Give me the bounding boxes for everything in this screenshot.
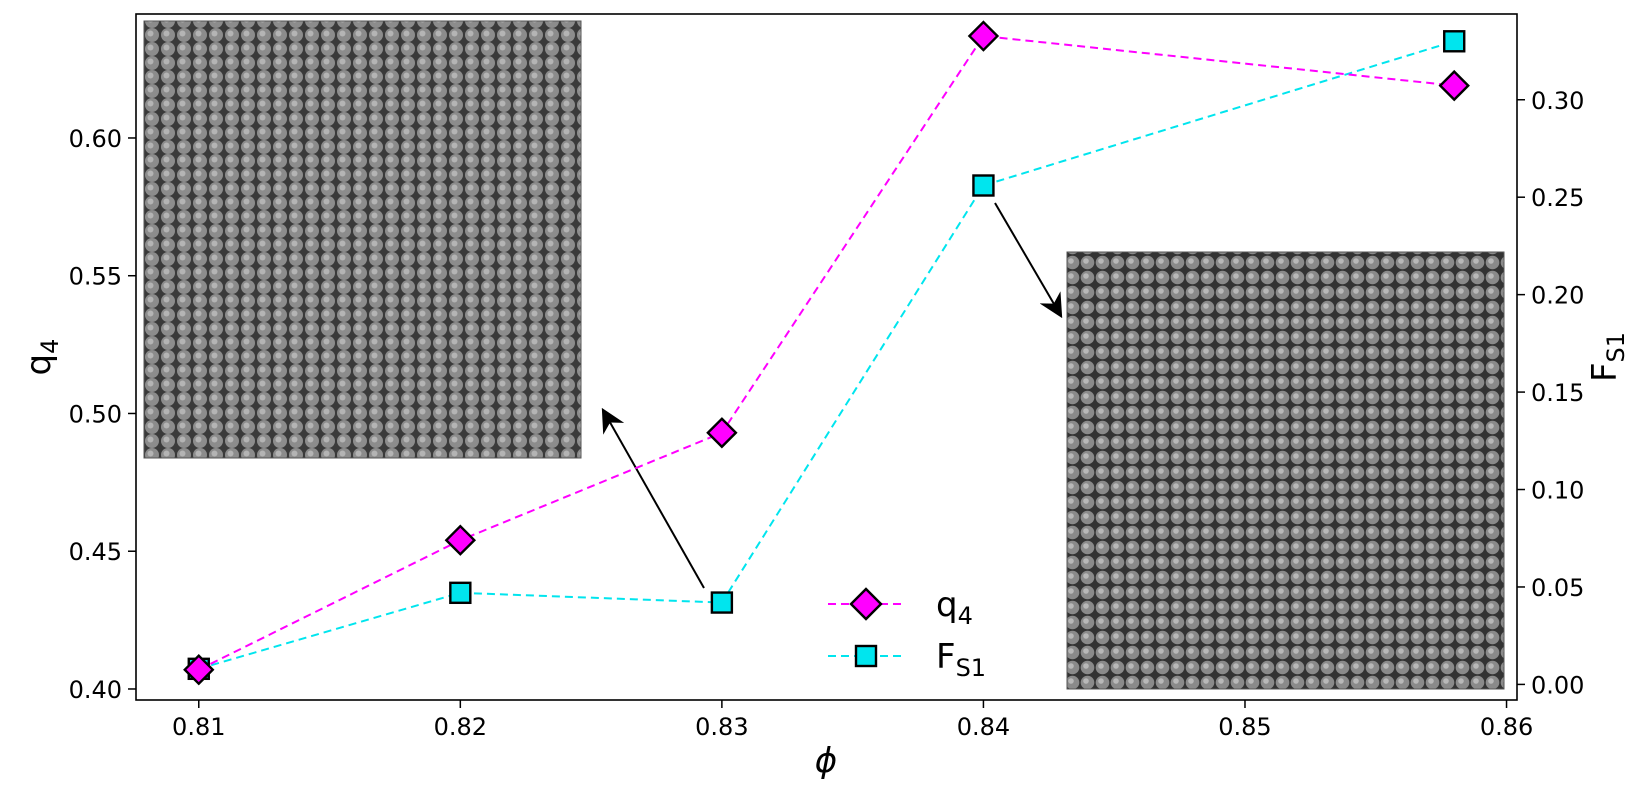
- left-y-tick-label: 0.55: [69, 263, 122, 291]
- x-tick-label: 0.86: [1480, 713, 1533, 741]
- legend-entry-q4: q4: [828, 585, 973, 630]
- data-point-square: [1443, 30, 1466, 53]
- right-y-tick-label: 0.00: [1531, 671, 1584, 699]
- data-point-square: [972, 174, 995, 197]
- right-y-tick-label: 0.10: [1531, 477, 1584, 505]
- x-tick-label: 0.85: [1218, 713, 1271, 741]
- right-y-tick-label: 0.20: [1531, 282, 1584, 310]
- right-y-tick-label: 0.05: [1531, 574, 1584, 602]
- left-y-tick-label: 0.45: [69, 538, 122, 566]
- plot-frame: [135, 13, 1518, 701]
- right-y-tick-label: 0.30: [1531, 87, 1584, 115]
- data-point-diamond: [967, 20, 1000, 52]
- x-tick-label: 0.81: [172, 713, 225, 741]
- data-point-diamond: [1438, 69, 1470, 102]
- x-axis: 0.81 0.82 0.83 0.84 0.85 0.86: [172, 700, 1533, 741]
- inset-image-left: [143, 20, 582, 459]
- legend: q4 FS1: [828, 585, 986, 682]
- inset-image-right: [1066, 251, 1505, 690]
- right-axis-label: FS1: [1585, 332, 1630, 382]
- annotation-arrow-left: [601, 407, 705, 589]
- left-y-tick-label: 0.40: [69, 676, 122, 704]
- legend-entry-fs1: FS1: [828, 637, 986, 682]
- svg-text:FS1: FS1: [936, 637, 986, 682]
- x-tick-label: 0.82: [434, 713, 487, 741]
- data-point-diamond: [183, 653, 215, 686]
- annotation-arrow-right: [994, 202, 1063, 319]
- data-point-square: [449, 581, 472, 605]
- left-y-tick-label: 0.50: [69, 400, 122, 428]
- data-point-diamond: [706, 417, 738, 449]
- left-axis-label: q4: [19, 339, 64, 376]
- x-axis-label: ϕ: [815, 741, 837, 781]
- series-layer: [183, 20, 1470, 686]
- data-point-diamond: [444, 524, 477, 556]
- series-q4: [183, 20, 1470, 686]
- right-y-axis: 0.00 0.05 0.10 0.15 0.20 0.25 0.30: [1517, 87, 1584, 699]
- left-y-axis: 0.40 0.45 0.50 0.55 0.60: [69, 125, 136, 704]
- left-y-tick-label: 0.60: [69, 125, 122, 153]
- right-y-tick-label: 0.25: [1531, 184, 1584, 212]
- x-tick-label: 0.83: [695, 713, 748, 741]
- data-point-square: [710, 591, 734, 614]
- x-tick-label: 0.84: [957, 713, 1010, 741]
- right-y-tick-label: 0.15: [1531, 379, 1584, 407]
- svg-text:q4: q4: [936, 585, 973, 630]
